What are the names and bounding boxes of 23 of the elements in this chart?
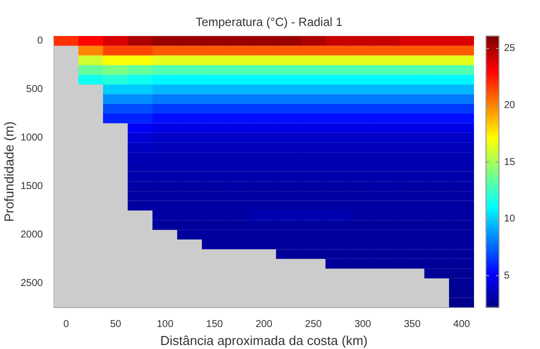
chart-title: Temperatura (°C) - Radial 1	[196, 15, 343, 30]
x-tick-label: 300	[354, 319, 372, 330]
y-tick-label: 1000	[20, 132, 44, 144]
x-tick-label: 50	[110, 319, 122, 330]
x-tick-label: 200	[256, 319, 273, 330]
y-tick-label: 500	[26, 84, 44, 96]
y-tick-label: 2000	[20, 229, 44, 240]
y-tick-label: 0	[37, 36, 44, 47]
color-bar-label: 25	[504, 43, 516, 54]
color-bar-label: 15	[504, 156, 516, 168]
x-tick-label: 0	[63, 319, 70, 330]
color-bar-label: 20	[504, 100, 516, 112]
color-bar-label: 5	[504, 270, 510, 282]
x-tick-label: 100	[156, 319, 174, 330]
x-tick-label: 150	[206, 319, 224, 330]
y-axis-title: Profundidade (m)	[1, 121, 16, 222]
y-tick-label: 2500	[20, 278, 44, 289]
x-axis-title: Distância aproximada da costa (km)	[160, 332, 368, 348]
x-tick-label: 250	[305, 319, 322, 330]
x-tick-label: 400	[453, 319, 470, 330]
y-tick-label: 1500	[20, 180, 44, 192]
color-bar-label: 10	[504, 214, 516, 225]
x-tick-label: 350	[404, 319, 421, 330]
